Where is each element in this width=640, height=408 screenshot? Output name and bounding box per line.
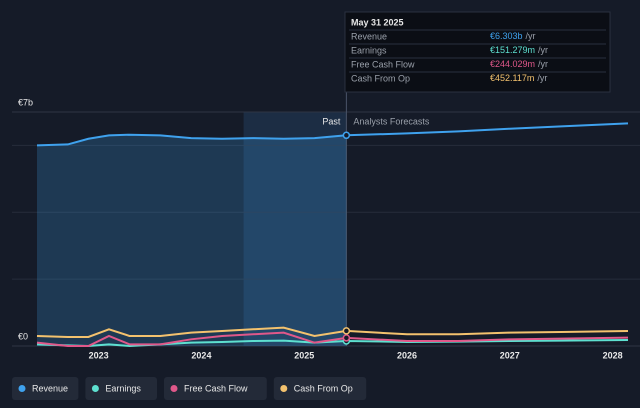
tooltip-value-number: €244.029m xyxy=(490,59,535,69)
tooltip-title: May 31 2025 xyxy=(351,17,404,27)
past-label: Past xyxy=(322,116,341,126)
series-line xyxy=(36,338,629,348)
tooltip-value: €151.279m/yr xyxy=(490,45,548,55)
legend-button xyxy=(273,377,367,400)
legend-swatch xyxy=(280,385,288,392)
legend-item[interactable]: Earnings xyxy=(85,377,157,400)
tooltip-value-number: €452.117m xyxy=(490,73,534,83)
tooltip: May 31 2025 Revenue €6.303b/yr Earnings €151… xyxy=(344,11,611,93)
tooltip-value-number: €6.303b xyxy=(490,31,523,41)
tooltip-label: Revenue xyxy=(351,31,387,41)
x-tick-label: 2023 xyxy=(89,350,109,360)
legend-swatch xyxy=(91,385,99,392)
legend-label: Earnings xyxy=(105,383,141,393)
tooltip-unit: /yr xyxy=(537,73,547,83)
tooltip-label: Free Cash Flow xyxy=(351,59,415,69)
legend-button xyxy=(164,377,267,400)
x-tick-label: 2024 xyxy=(191,350,211,360)
legend-label: Revenue xyxy=(32,383,68,393)
tooltip-unit: /yr xyxy=(526,31,536,41)
legend-item[interactable]: Free Cash Flow xyxy=(164,377,267,400)
tooltip-value: €6.303b/yr xyxy=(490,31,536,41)
forecast-label: Analysts Forecasts xyxy=(353,116,430,126)
tooltip-value: €452.117m/yr xyxy=(490,73,547,83)
legend-label: Free Cash Flow xyxy=(184,383,248,393)
point-marker xyxy=(342,334,351,342)
tooltip-box xyxy=(344,11,611,93)
legend-item[interactable]: Cash From Op xyxy=(273,377,367,400)
series-line xyxy=(36,122,629,147)
tooltip-value: €244.029m/yr xyxy=(490,59,548,69)
series-line xyxy=(36,331,629,347)
legend-button xyxy=(12,377,79,400)
legend-button xyxy=(85,377,157,400)
y-tick-label: €7b xyxy=(18,97,33,107)
legend-swatch xyxy=(170,385,178,392)
point-marker xyxy=(342,327,351,335)
point-marker xyxy=(342,131,351,140)
highlight-band xyxy=(243,112,347,346)
y-tick-label: €0 xyxy=(18,331,28,341)
legend-swatch xyxy=(18,385,26,392)
series-line xyxy=(36,326,629,338)
tooltip-label: Earnings xyxy=(351,45,387,55)
x-tick-label: 2028 xyxy=(603,350,623,360)
x-tick-label: 2026 xyxy=(397,350,417,360)
legend-label: Cash From Op xyxy=(294,383,353,393)
tooltip-value-number: €151.279m xyxy=(490,45,535,55)
x-tick-label: 2025 xyxy=(294,350,314,360)
tooltip-unit: /yr xyxy=(538,59,548,69)
legend-item[interactable]: Revenue xyxy=(12,377,79,400)
tooltip-label: Cash From Op xyxy=(351,73,410,83)
x-tick-label: 2027 xyxy=(500,350,520,360)
past-area xyxy=(37,134,347,346)
tooltip-unit: /yr xyxy=(538,45,548,55)
